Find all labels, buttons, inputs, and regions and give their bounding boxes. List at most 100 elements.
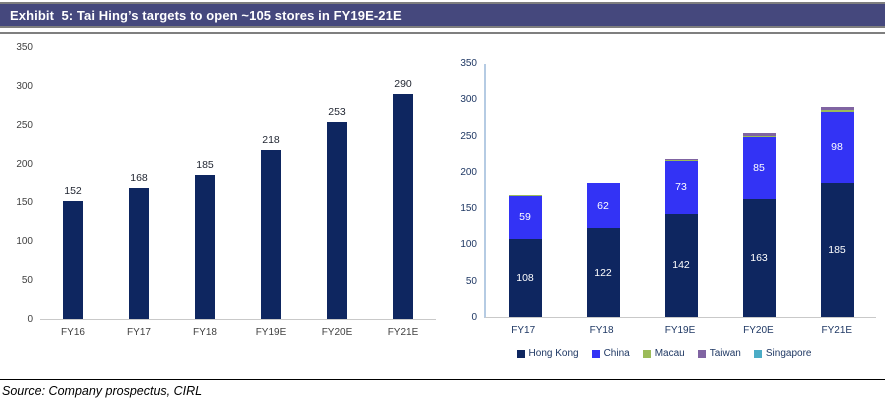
source-note: Source: Company prospectus, CIRL [2,384,203,398]
segment-taiwan-fy20e [742,133,776,136]
exhibit-title-bar: Exhibit 5: Tai Hing’s targets to open ~1… [0,2,885,28]
plot-area: 152 168 185 218 253 290 [40,48,436,320]
legend-item-hong-kong: Hong Kong [516,348,579,359]
bar-value-label: 253 [328,106,346,119]
y-tick-label: 250 [460,130,477,142]
x-tick-label-fy19e: FY19E [664,325,696,336]
bar-slot-fy21e: 185 98 [798,64,876,317]
segment-hong-kong-fy18: 122 [586,228,620,317]
y-tick-label: 50 [465,275,477,287]
x-tick-label-fy21e: FY21E [387,327,419,338]
segment-china-fy18: 62 [586,183,620,229]
segment-value-label: 163 [750,251,768,264]
y-tick-label: 300 [460,94,477,106]
bar-value-label: 168 [130,172,148,185]
bar-fy21e [393,93,413,319]
bar-fy17 [129,188,149,319]
segment-value-label: 73 [675,181,687,194]
x-tick-label-fy21e: FY21E [821,325,853,336]
exhibit-title: Exhibit 5: Tai Hing’s targets to open ~1… [10,7,402,23]
bar-slot-fy20e: 253 [304,48,370,319]
x-axis-labels: FY16 FY17 FY18 FY19E FY20E FY21E [40,320,436,338]
y-axis: 0 50 100 150 200 250 300 350 [448,59,484,323]
bar-slot-fy17: 168 [106,48,172,319]
x-tick-label-fy16: FY16 [61,327,85,338]
y-tick-label: 100 [460,239,477,251]
chart-legend: Hong Kong China Macau Taiwan Singapore [448,348,880,359]
total-stores-bar-chart: 0 50 100 150 200 250 300 350 152 168 185 218 253 290 F… [6,43,440,368]
x-tick-label-fy20e: FY20E [321,327,353,338]
legend-swatch-taiwan [697,349,706,358]
title-underline [0,32,885,34]
y-tick-label: 150 [460,203,477,215]
bar-fy19e [261,149,281,319]
y-axis: 0 50 100 150 200 250 300 350 [6,43,40,325]
segment-value-label: 108 [516,271,534,284]
segment-china-fy21e: 98 [820,111,854,183]
y-tick-label: 350 [460,58,477,69]
segment-value-label: 142 [672,259,690,272]
bar-slot-fy21e: 290 [370,48,436,319]
legend-swatch-macau [642,349,651,358]
stores-by-region-stacked-chart: 0 50 100 150 200 250 300 350 108 59 122 62 142 73 163 8… [448,59,880,376]
segment-china-fy17: 59 [508,195,542,239]
segment-macau-fy21e [820,110,854,112]
legend-label: Hong Kong [528,348,579,359]
charts-row: 0 50 100 150 200 250 300 350 152 168 185 218 253 290 F… [0,34,885,378]
legend-label: Singapore [765,348,812,359]
segment-china-fy20e: 85 [742,137,776,199]
legend-item-macau: Macau [642,348,685,359]
segment-macau-fy19e [664,160,698,161]
plot-area: 108 59 122 62 142 73 163 85 185 98 [484,64,876,318]
segment-value-label: 85 [753,161,765,174]
y-tick-label: 300 [16,80,33,92]
bar-slot-fy19e: 218 [238,48,304,319]
legend-item-singapore: Singapore [753,348,812,359]
bar-slot-fy20e: 163 85 [720,64,798,317]
bar-slot-fy18: 185 [172,48,238,319]
legend-item-china: China [591,348,630,359]
bar-fy18 [195,175,215,319]
y-tick-label: 100 [16,236,33,248]
segment-macau-fy17 [508,195,542,196]
segment-taiwan-fy21e [820,107,854,111]
bar-slot-fy19e: 142 73 [642,64,720,317]
segment-value-label: 59 [519,211,531,224]
segment-value-label: 122 [594,266,612,279]
x-tick-label-fy18: FY18 [589,325,614,336]
x-tick-label-fy17: FY17 [511,325,536,336]
y-tick-label: 350 [16,42,33,53]
segment-hong-kong-fy19e: 142 [664,213,698,317]
x-axis-labels: FY17 FY18 FY19E FY20E FY21E [484,318,876,336]
segment-macau-fy20e [742,135,776,138]
segment-singapore-fy21e [820,106,854,108]
legend-label: China [603,348,630,359]
segment-value-label: 98 [831,141,843,154]
bar-fy20e [327,122,347,319]
segment-hong-kong-fy17: 108 [508,238,542,317]
y-tick-label: 0 [27,314,33,325]
x-tick-label-fy17: FY17 [127,327,151,338]
bar-slot-fy18: 122 62 [564,64,642,317]
bar-value-label: 185 [196,159,214,172]
bar-slot-fy17: 108 59 [486,64,564,317]
bar-slot-fy16: 152 [40,48,106,319]
legend-swatch-china [591,349,600,358]
y-tick-label: 250 [16,119,33,131]
segment-taiwan-fy19e [664,158,698,161]
segment-hong-kong-fy20e: 163 [742,198,776,317]
segment-china-fy19e: 73 [664,160,698,214]
legend-swatch-hong-kong [516,349,525,358]
segment-value-label: 185 [828,243,846,256]
y-tick-label: 50 [21,275,33,287]
bar-value-label: 290 [394,77,412,90]
y-tick-label: 150 [16,197,33,209]
bar-value-label: 152 [64,184,82,197]
legend-item-taiwan: Taiwan [697,348,741,359]
bar-fy16 [63,200,83,319]
footer-rule [0,379,885,380]
y-tick-label: 200 [460,166,477,178]
x-tick-label-fy19e: FY19E [255,327,287,338]
segment-macau-fy18 [586,182,620,184]
legend-swatch-singapore [753,349,762,358]
